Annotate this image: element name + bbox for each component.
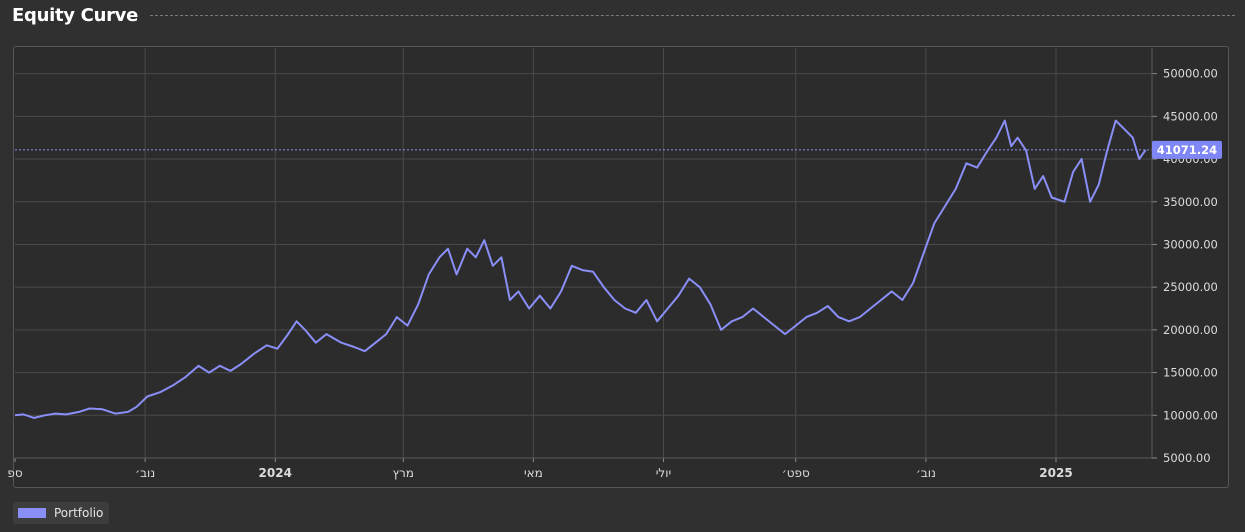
x-tick-label: נוב׳: [135, 466, 155, 480]
legend-swatch-portfolio: [18, 508, 46, 518]
legend-label-portfolio: Portfolio: [54, 506, 104, 520]
y-tick-label: 25000.00: [1163, 280, 1218, 294]
panel-title: Equity Curve: [12, 4, 139, 26]
chart-frame: [13, 46, 1229, 488]
y-tick-label: 5000.00: [1163, 451, 1211, 465]
last-value-tag: [1152, 140, 1222, 159]
panel-header: Equity Curve: [12, 2, 1235, 28]
x-tick-label: מאי: [524, 466, 543, 480]
x-tick-label: ספ: [7, 466, 22, 480]
legend[interactable]: Portfolio: [13, 502, 110, 524]
series-layer: [14, 119, 1152, 419]
y-tick-label: 45000.00: [1163, 109, 1218, 123]
x-tick-label: 2024: [259, 466, 292, 480]
x-tick-label: 2025: [1039, 466, 1072, 480]
y-tick-label: 50000.00: [1163, 67, 1218, 81]
x-tick-label: מרץ: [393, 466, 414, 480]
x-tick-label: יולי: [656, 466, 671, 480]
axis-layer: 5000.00 10000.00 15000.00 20000.00 25000.00 3…: [7, 48, 1222, 480]
y-tick-label: 30000.00: [1163, 237, 1218, 251]
last-value-label: 41071.24: [1157, 143, 1217, 157]
y-tick-label: 10000.00: [1163, 408, 1218, 422]
x-tick-label: נוב׳: [916, 466, 936, 480]
y-tick-label: 35000.00: [1163, 195, 1218, 209]
equity-chart[interactable]: 5000.00 10000.00 15000.00 20000.00 25000.00 3…: [0, 0, 1245, 500]
series-line-portfolio: [14, 119, 1147, 419]
x-tick-label: ספט׳: [782, 466, 810, 480]
grid-layer: [15, 48, 1152, 459]
y-tick-label: 15000.00: [1163, 366, 1218, 380]
title-divider: [150, 14, 1235, 16]
y-tick-label: 20000.00: [1163, 323, 1218, 337]
